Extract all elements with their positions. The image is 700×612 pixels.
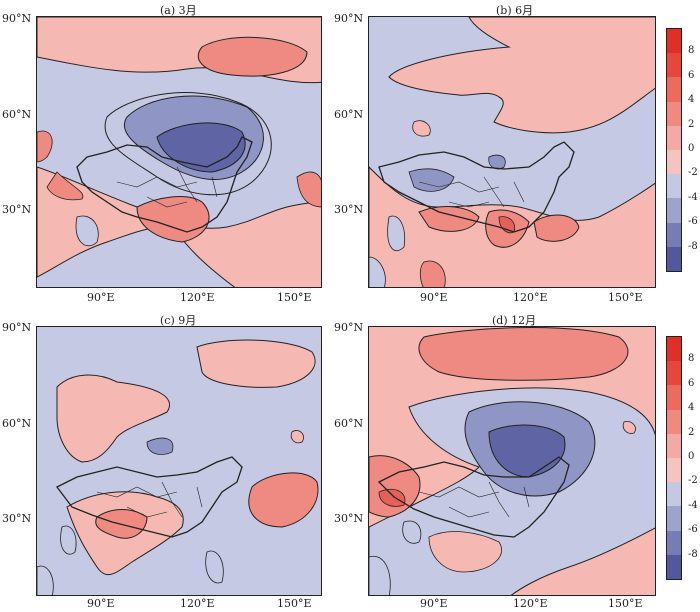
lon-label-150: 150°E xyxy=(277,291,312,304)
lat-label-90: 90°N xyxy=(334,12,364,25)
colorbar-segment xyxy=(667,554,681,580)
colorbar-segment xyxy=(667,361,681,386)
colorbar-segment xyxy=(667,482,681,507)
lat-label-60: 60°N xyxy=(334,108,364,121)
colorbar-tick-label: 0 xyxy=(688,451,695,462)
map-area xyxy=(368,16,656,288)
lat-label-30: 30°N xyxy=(2,203,32,216)
colorbar-segment xyxy=(667,174,681,199)
colorbar-tick-label: 6 xyxy=(688,377,695,389)
colorbar-segment xyxy=(667,506,681,531)
panel-title: (b) 6月 xyxy=(496,4,534,17)
colorbar-segment xyxy=(667,29,681,54)
map-area xyxy=(36,16,322,288)
colorbar-gradient xyxy=(666,28,682,272)
panel-title: (a) 3月 xyxy=(160,4,197,17)
lon-label-120: 120°E xyxy=(180,291,215,304)
lon-label-150: 150°E xyxy=(608,291,643,304)
panel-title: (c) 9月 xyxy=(160,314,197,327)
lon-label-120: 120°E xyxy=(513,291,548,304)
colorbar-segment xyxy=(667,409,681,434)
colorbar-segment xyxy=(667,246,681,272)
lat-label-30: 30°N xyxy=(334,512,364,525)
colorbar-segment xyxy=(667,53,681,78)
lat-label-60: 60°N xyxy=(2,108,32,121)
lon-label-120: 120°E xyxy=(180,597,215,610)
colorbar-segment xyxy=(667,101,681,126)
contour-map xyxy=(369,327,655,595)
colorbar-tick-label: -4 xyxy=(688,191,698,203)
lon-label-90: 90°E xyxy=(87,597,115,610)
lat-label-90: 90°N xyxy=(2,321,32,334)
lat-label-30: 30°N xyxy=(2,512,32,525)
colorbar-tick-label: 2 xyxy=(688,118,695,130)
colorbar-tick-label: -4 xyxy=(688,499,698,511)
lat-label-90: 90°N xyxy=(334,321,364,334)
contour-map xyxy=(37,17,321,287)
colorbar-segment xyxy=(667,458,681,483)
lat-label-90: 90°N xyxy=(2,12,32,25)
colorbar-tick-label: 2 xyxy=(688,426,695,438)
colorbar-tick-label: 4 xyxy=(688,94,695,106)
colorbar-tick-label: -6 xyxy=(688,524,698,536)
contour-map xyxy=(37,327,321,595)
colorbar-tick-label: 0 xyxy=(688,143,695,154)
colorbar-tick-label: -8 xyxy=(688,548,698,560)
colorbar-gradient xyxy=(666,336,682,580)
lat-label-30: 30°N xyxy=(334,203,364,216)
lon-label-90: 90°E xyxy=(87,291,115,304)
lon-label-90: 90°E xyxy=(420,597,448,610)
colorbar-segment xyxy=(667,198,681,223)
map-area xyxy=(368,326,656,596)
lat-label-60: 60°N xyxy=(334,417,364,430)
contour-map xyxy=(369,17,655,287)
colorbar-segment xyxy=(667,433,681,459)
colorbar-tick-label: -8 xyxy=(688,240,698,252)
colorbar-tick-label: -6 xyxy=(688,216,698,228)
lat-label-60: 60°N xyxy=(2,417,32,430)
lon-label-150: 150°E xyxy=(608,597,643,610)
colorbar-tick-label: 8 xyxy=(688,353,695,365)
colorbar-tick-label: 8 xyxy=(688,45,695,57)
colorbar-tick-label: 6 xyxy=(688,69,695,81)
colorbar-segment xyxy=(667,530,681,555)
colorbar-segment xyxy=(667,385,681,410)
lon-label-90: 90°E xyxy=(420,291,448,304)
panel-title: (d) 12月 xyxy=(492,314,537,327)
colorbar-tick-label: -2 xyxy=(688,167,698,179)
colorbar-tick-label: -2 xyxy=(688,475,698,487)
colorbar-segment xyxy=(667,222,681,247)
map-area xyxy=(36,326,322,596)
lon-label-150: 150°E xyxy=(277,597,312,610)
colorbar-segment xyxy=(667,150,681,175)
colorbar-tick-label: 4 xyxy=(688,402,695,414)
colorbar-segment xyxy=(667,125,681,151)
colorbar-segment xyxy=(667,337,681,362)
lon-label-120: 120°E xyxy=(513,597,548,610)
colorbar-segment xyxy=(667,77,681,102)
